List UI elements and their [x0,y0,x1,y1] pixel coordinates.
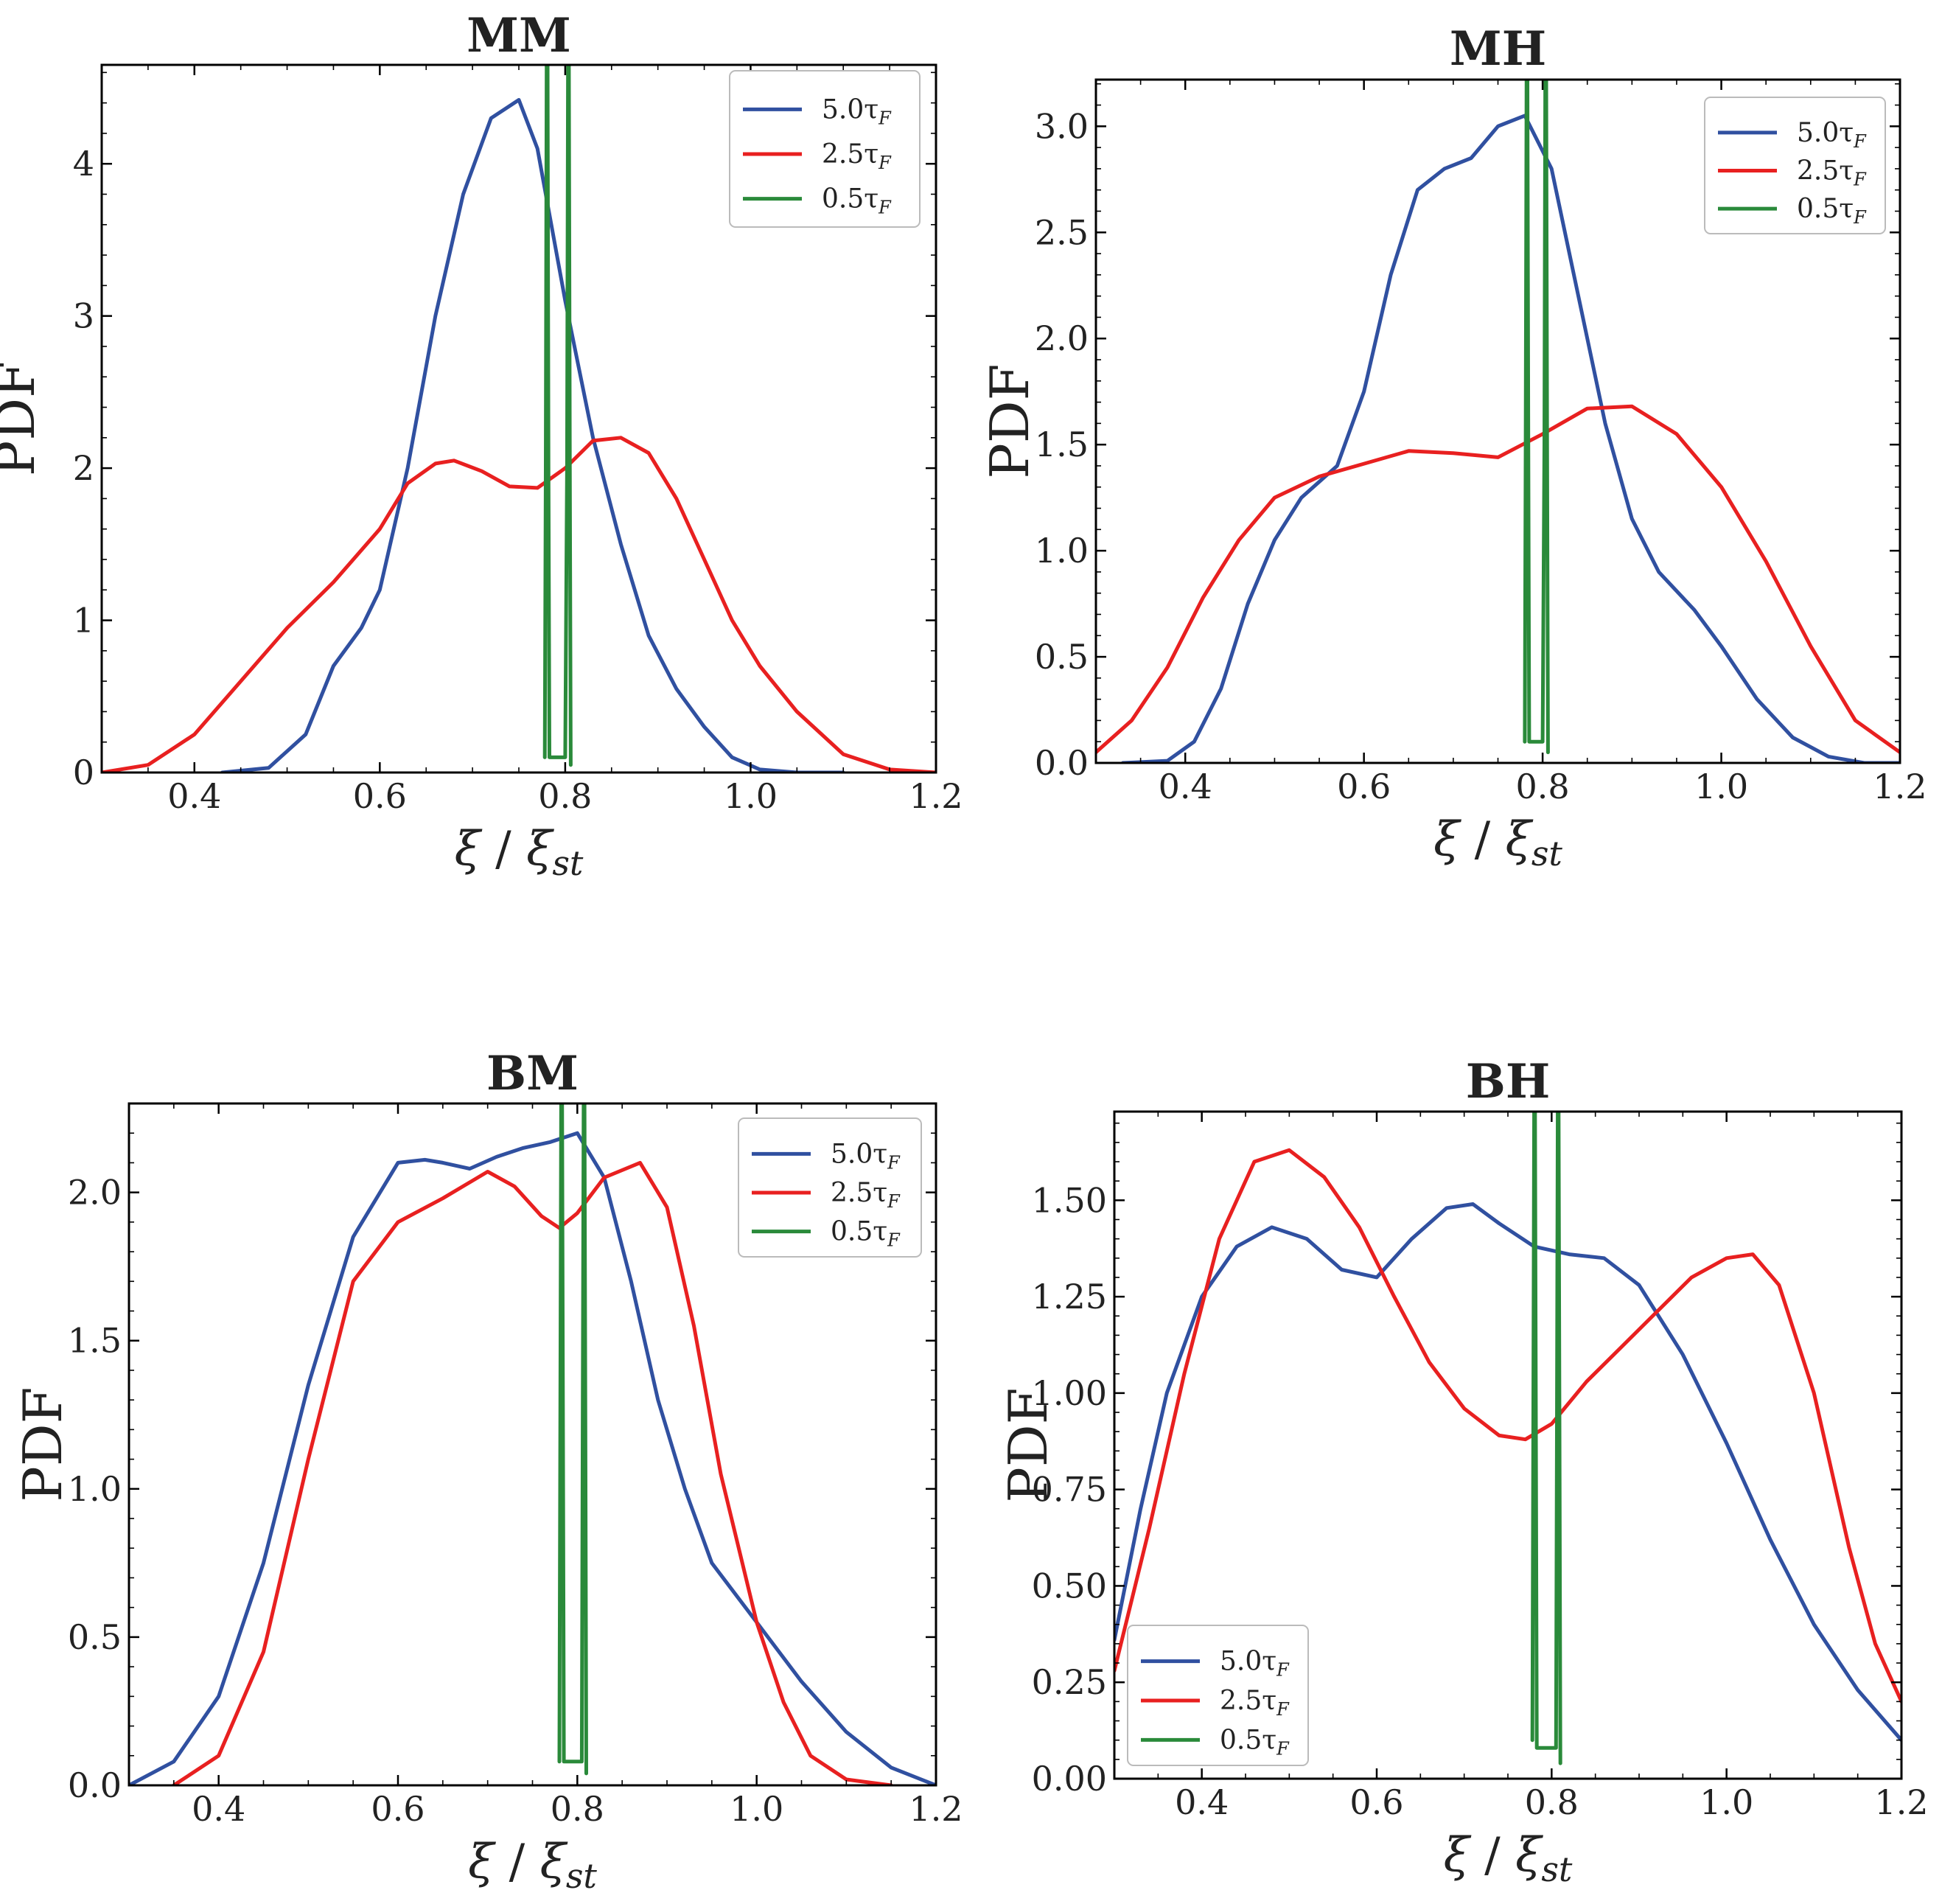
panel-mm-ytick-label: 4 [73,144,94,184]
panel-bh-title: BH [1466,1054,1551,1109]
panel-mm: 0.4 0.6 0.8 1.0 1.2 0 1 2 3 4 MM PDF ξ / ξst 5.0τF 2.5… [0,8,963,883]
panel-bm-ytick-label: 0.5 [68,1617,122,1657]
panel-mm-ylabel: PDF [0,361,46,476]
panel-mh-title: MH [1450,21,1546,77]
panel-bm-legend: 5.0τF 2.5τF 0.5τF [738,1117,922,1258]
panel-mm-legend: 5.0τF 2.5τF 0.5τF [729,70,921,228]
panel-bh-ytick-label: 0.25 [1032,1662,1107,1702]
panel-bm-xtick-label: 0.6 [371,1789,425,1829]
panel-mh-series [1096,80,1900,763]
panel-bh-legend-label-s5: 5.0τF [1220,1647,1290,1681]
panel-bm-ytick-label: 1.0 [68,1469,122,1509]
panel-bm-ytick-label: 1.5 [68,1321,122,1361]
panel-mh-ylabel: PDF [979,363,1041,478]
panel-mm-legend-label-s5: 5.0τF [822,94,892,128]
panel-mh-xlabel: ξ / ξst [1433,812,1562,873]
panel-mm-xtick-label: 0.4 [167,776,221,816]
panel-mh-ytick-label: 0.5 [1035,637,1089,677]
panel-bh-xtick-label: 0.8 [1525,1782,1579,1822]
panel-mh-ytick-label: 2.0 [1035,318,1089,358]
panel-bm-series [129,1103,936,1785]
panel-bm-ytick-label: 0.0 [68,1765,122,1805]
panel-bm-xtick-label: 0.8 [551,1789,604,1829]
panel-bh-xlabel: ξ / ξst [1444,1828,1573,1889]
panel-mm-xtick-label: 0.8 [538,776,592,816]
panel-mm-ytick-label: 3 [73,296,94,336]
panel-bh-xtick-label: 0.4 [1175,1782,1229,1822]
panel-mh-ytick-label: 0.0 [1035,743,1089,783]
panel-mh-legend: 5.0τF 2.5τF 0.5τF [1704,97,1886,234]
panel-bm: 0.4 0.6 0.8 1.0 1.2 0.0 0.5 1.0 1.5 2.0 BM PDF ξ / ξ… [12,1046,963,1896]
panel-bh-series [1114,1112,1901,1765]
panel-mh-xtick-label: 1.2 [1873,767,1927,806]
panel-mm-legend-label-s25: 2.5τF [822,139,892,173]
panel-bh-xtick-label: 1.2 [1874,1782,1928,1822]
panel-bh-legend-label-s05: 0.5τF [1220,1725,1290,1759]
panel-bm-legend-label-s25: 2.5τF [831,1178,901,1212]
panel-mh: 0.4 0.6 0.8 1.0 1.2 0.0 0.5 1.0 1.5 2.0 2.5 3.0 MH PD… [979,21,1927,873]
panel-mh-series-s25 [1096,404,1900,755]
panel-bh-series-s5 [1114,1202,1901,1743]
panel-bh-ytick-label: 0.00 [1032,1759,1107,1799]
panel-bm-ytick-label: 2.0 [68,1173,122,1213]
panel-bm-xtick-label: 0.4 [192,1789,245,1829]
panel-bm-title: BM [486,1046,579,1101]
panel-mh-xtick-label: 1.0 [1694,767,1748,806]
panel-bh-ytick-label: 1.50 [1032,1180,1107,1220]
panel-mh-xtick-label: 0.6 [1337,767,1391,806]
panel-bm-xtick-label: 1.2 [909,1789,963,1829]
panel-bh-ytick-label: 0.50 [1032,1566,1107,1605]
panel-bh-xtick-label: 1.0 [1700,1782,1753,1822]
panel-bh-xtick-label: 0.6 [1349,1782,1403,1822]
panel-mm-series-s05 [542,65,573,767]
panel-mm-xtick-label: 0.6 [353,776,407,816]
panel-mm-legend-label-s05: 0.5τF [822,184,892,218]
panel-mm-title: MM [467,8,571,63]
panel-bm-ylabel: PDF [12,1387,74,1502]
panel-bh-ytick-label: 1.00 [1032,1373,1107,1413]
panel-bh-ytick-label: 0.75 [1032,1470,1107,1510]
panel-mh-xtick-label: 0.4 [1159,767,1212,806]
panel-mh-legend-label-s5: 5.0τF [1797,118,1867,152]
panel-bm-series-s25 [172,1160,893,1785]
panel-bh-series-s05 [1530,1112,1562,1765]
panel-bm-xtick-label: 1.0 [730,1789,783,1829]
panel-bm-xlabel: ξ / ξst [468,1835,597,1896]
panel-mm-ytick-label: 1 [73,601,94,641]
panel-mm-series [102,65,936,773]
panel-mh-legend-label-s25: 2.5τF [1797,156,1867,190]
panel-mm-xtick-label: 1.0 [724,776,778,816]
panel-mh-ytick-label: 1.5 [1035,425,1089,464]
panel-bh-series-s25 [1114,1148,1901,1704]
panel-bh-legend: 5.0τF 2.5τF 0.5τF [1127,1625,1309,1766]
panel-bm-legend-label-s5: 5.0τF [831,1139,901,1173]
panel-bh: 0.4 0.6 0.8 1.0 1.2 0.00 0.25 0.50 0.75 1.00 1.25 1… [997,1054,1929,1889]
panel-mh-ytick-label: 2.5 [1035,212,1089,252]
panel-bm-legend-label-s05: 0.5τF [831,1217,901,1251]
panel-mm-series-s25 [102,436,936,773]
panel-mh-series-s5 [1120,114,1900,763]
panel-bm-series-s05 [557,1103,588,1776]
panel-mm-ytick-label: 2 [73,448,94,488]
panel-bh-legend-label-s25: 2.5τF [1220,1686,1290,1720]
panel-mh-xtick-label: 0.8 [1516,767,1570,806]
panel-mh-ytick-label: 3.0 [1035,106,1089,146]
panel-mm-xlabel: ξ / ξst [455,822,584,883]
panel-mm-xtick-label: 1.2 [909,776,963,816]
panel-bh-ylabel: PDF [997,1387,1059,1502]
panel-mm-series-s5 [220,98,845,773]
panel-mh-ytick-label: 1.0 [1035,531,1089,571]
panel-bh-ytick-label: 1.25 [1032,1277,1107,1317]
panel-bm-series-s5 [129,1131,936,1785]
panel-mh-legend-label-s05: 0.5τF [1797,194,1867,228]
panel-mh-series-s05 [1523,80,1550,755]
panel-mm-ytick-label: 0 [73,753,94,792]
